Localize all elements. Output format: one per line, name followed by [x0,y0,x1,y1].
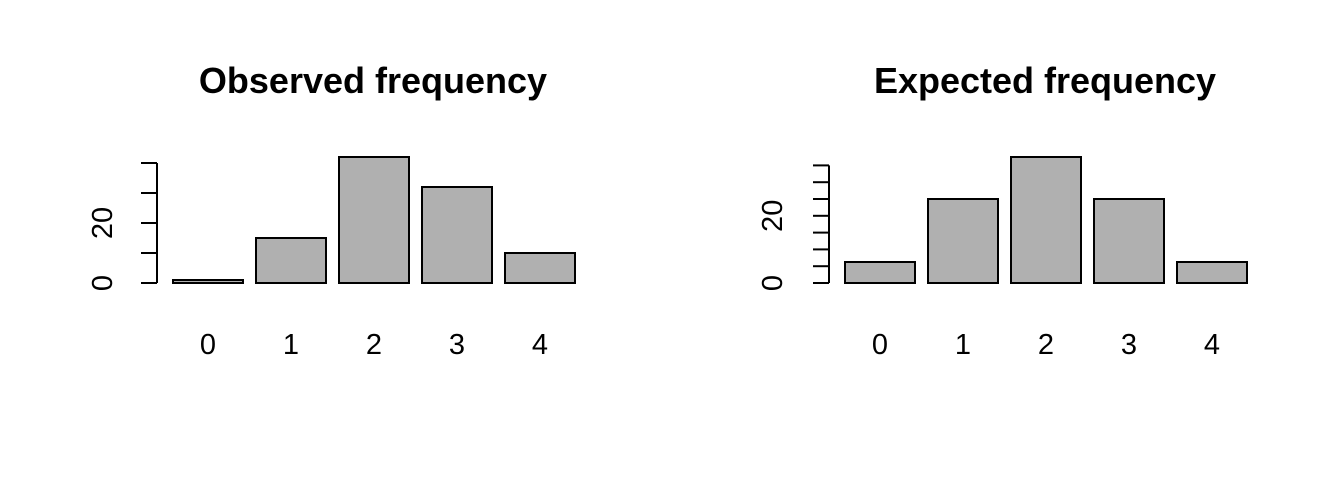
expected-x-tick-label: 4 [1204,329,1220,361]
observed-x-tick-label: 0 [200,329,216,361]
expected-bar-1 [927,198,999,284]
expected-frequency-chart: Expected frequency 0 20 0 1 2 3 4 [757,60,1248,361]
observed-y-tick-label: 20 [87,207,119,239]
expected-chart-title: Expected frequency [874,60,1216,101]
observed-y-tick-label: 0 [87,275,119,291]
observed-bar-2 [338,156,410,284]
expected-bar-3 [1093,198,1165,284]
observed-bar-0 [172,279,244,284]
expected-x-tick-label: 2 [1038,329,1054,361]
observed-x-tick-label: 2 [366,329,382,361]
observed-bar-4 [504,252,576,284]
expected-bars [844,156,1248,284]
observed-x-tick-label: 3 [449,329,465,361]
expected-x-tick-label: 1 [955,329,971,361]
expected-x-tick-label: 0 [872,329,888,361]
expected-bar-2 [1010,156,1082,284]
observed-y-axis: 0 20 [87,162,158,291]
observed-bar-1 [255,237,327,284]
observed-bars [172,156,576,284]
expected-x-tick-labels: 0 1 2 3 4 [872,329,1220,361]
observed-x-tick-labels: 0 1 2 3 4 [200,329,548,361]
observed-bar-3 [421,186,493,284]
observed-x-tick-label: 4 [532,329,548,361]
expected-x-tick-label: 3 [1121,329,1137,361]
expected-y-tick-label: 0 [757,275,789,291]
expected-bar-4 [1176,261,1248,284]
observed-x-tick-label: 1 [283,329,299,361]
expected-y-axis: 0 20 [757,164,830,291]
expected-bar-0 [844,261,916,284]
expected-y-tick-label: 20 [757,200,789,232]
observed-chart-title: Observed frequency [199,60,547,101]
observed-frequency-chart: Observed frequency 0 20 0 1 2 3 4 [87,60,576,361]
